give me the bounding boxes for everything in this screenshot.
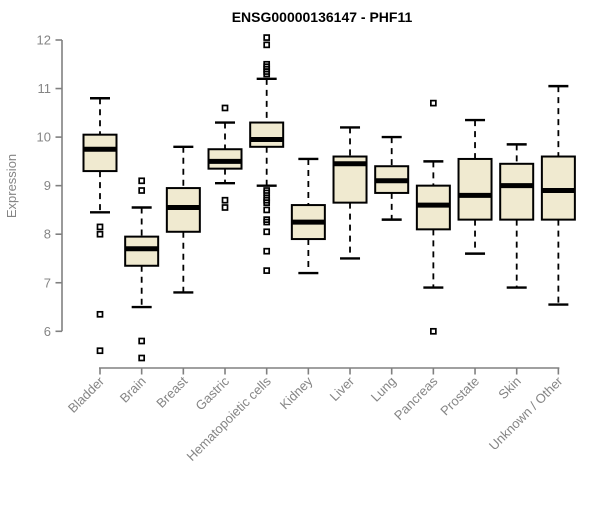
boxplot-pancreas <box>415 99 451 335</box>
outlier-point <box>263 199 271 206</box>
boxplot-liver <box>332 126 368 260</box>
x-tick-label-unknown-other: Unknown / Other <box>486 373 566 453</box>
y-tick-label-11: 11 <box>38 81 52 96</box>
outlier-point <box>263 70 271 78</box>
boxplot-brain <box>124 177 160 362</box>
outlier-point <box>96 347 104 355</box>
x-tick-label-brain: Brain <box>117 374 149 406</box>
outlier-point <box>430 99 437 107</box>
boxplot-bladder <box>82 97 118 355</box>
x-tick-label-kidney: Kidney <box>277 373 316 412</box>
boxplot-unknown-other <box>540 84 576 306</box>
y-axis: 6 7 8 9 10 11 12 <box>37 33 63 339</box>
outlier-point <box>263 228 271 236</box>
x-tick-label-breast: Breast <box>153 373 190 410</box>
boxplot-lung <box>374 135 410 221</box>
x-tick-label-lung: Lung <box>368 374 399 405</box>
box-rect <box>499 162 535 221</box>
outlier-point <box>263 34 271 41</box>
outlier-point <box>263 247 271 255</box>
outlier-point <box>138 354 146 362</box>
outlier-point <box>138 187 146 194</box>
boxplot-skin <box>499 143 535 289</box>
outlier-point <box>263 206 271 214</box>
outlier-point <box>263 267 271 274</box>
y-tick-label-7: 7 <box>44 275 51 290</box>
box-rect <box>82 133 118 173</box>
boxplot-prostate <box>457 118 493 255</box>
y-axis-title: Expression <box>4 154 19 218</box>
y-tick-label-9: 9 <box>44 178 51 193</box>
outlier-point <box>263 41 271 49</box>
box-rect <box>249 121 285 148</box>
y-tick-label-6: 6 <box>44 324 51 339</box>
y-tick-label-8: 8 <box>44 227 51 242</box>
outlier-point <box>96 223 104 231</box>
x-tick-label-gastric: Gastric <box>192 373 232 413</box>
boxplot-hematopoietic-cells <box>249 34 285 274</box>
chart-title: ENSG00000136147 - PHF11 <box>232 9 413 25</box>
box-rect <box>457 157 493 221</box>
boxplot-kidney <box>290 157 326 275</box>
outlier-point <box>430 327 437 335</box>
outlier-point <box>96 230 104 238</box>
outlier-point <box>221 204 229 211</box>
outlier-point <box>263 218 271 226</box>
outlier-point <box>138 337 146 345</box>
y-tick-label-10: 10 <box>37 130 51 145</box>
boxplot-breast <box>165 145 201 294</box>
x-tick-label-skin: Skin <box>495 374 523 402</box>
x-tick-label-prostate: Prostate <box>437 374 482 419</box>
x-tick-label-pancreas: Pancreas <box>391 373 441 423</box>
outlier-point <box>221 196 229 204</box>
x-tick-label-bladder: Bladder <box>65 373 108 416</box>
y-tick-label-12: 12 <box>37 33 51 48</box>
outlier-point <box>138 177 146 185</box>
outlier-point <box>96 310 104 318</box>
x-tick-label-liver: Liver <box>327 373 358 404</box>
box-series <box>82 34 576 362</box>
boxplot-gastric <box>207 104 243 211</box>
outlier-point <box>221 104 229 112</box>
